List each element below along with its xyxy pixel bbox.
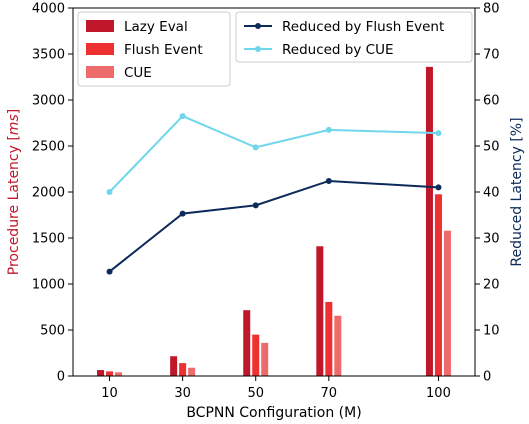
left-tick-label-500: 500: [40, 324, 65, 339]
point-reduced-by-flush-event-10: [106, 268, 113, 275]
legend-lines: Reduced by Flush Event Reduced by CUE: [235, 11, 473, 63]
x-axis-title: BCPNN Configuration (M): [186, 405, 361, 421]
x-tick-label-70: 70: [321, 386, 338, 401]
bar-flush-event-50: [252, 334, 260, 376]
right-tick-label-0: 0: [483, 370, 491, 385]
legend-swatch-flush-event: [86, 43, 114, 55]
left-y-axis-title-unit: ms: [6, 114, 22, 135]
legend-bars: Lazy Eval Flush Event CUE: [77, 11, 231, 87]
point-reduced-by-cue-70: [325, 126, 332, 133]
x-tick-label-30: 30: [174, 386, 191, 401]
right-tick-label-80: 80: [483, 2, 500, 17]
right-tick-label-10: 10: [483, 324, 500, 339]
point-reduced-by-cue-30: [179, 113, 186, 120]
left-y-axis-title-prefix: Procedure Latency [: [6, 135, 22, 275]
x-tick-label-50: 50: [247, 386, 264, 401]
bar-flush-event-10: [106, 371, 114, 376]
bar-cue-100: [443, 230, 451, 376]
left-y-axis-title-suffix: ]: [6, 109, 22, 114]
left-tick-label-2500: 2500: [32, 140, 65, 155]
right-tick-label-70: 70: [483, 48, 500, 63]
line-reduced-by-cue: [108, 114, 439, 193]
left-tick-label-1000: 1000: [32, 278, 65, 293]
legend-swatch-cue: [86, 66, 114, 78]
legend-lines-frame: [235, 11, 473, 63]
legend-label-reduced-by-cue: Reduced by CUE: [282, 42, 393, 58]
bar-flush-event-100: [434, 194, 442, 376]
point-reduced-by-flush-event-70: [325, 177, 332, 184]
right-tick-label-50: 50: [483, 140, 500, 155]
left-tick-label-0: 0: [57, 370, 65, 385]
point-reduced-by-cue-100: [435, 130, 442, 137]
left-y-axis-title: Procedure Latency [ms]: [6, 109, 22, 275]
legend-marker-reduced-by-cue: [255, 46, 261, 52]
bar-lazy-eval-70: [316, 246, 324, 376]
right-tick-label-60: 60: [483, 94, 500, 109]
legend-label-cue: CUE: [124, 65, 152, 81]
legend-marker-reduced-by-flush-event: [255, 23, 261, 29]
left-tick-label-2000: 2000: [32, 186, 65, 201]
right-tick-label-40: 40: [483, 186, 500, 201]
point-reduced-by-cue-50: [252, 144, 259, 151]
legend-bars-frame: [77, 11, 231, 87]
point-reduced-by-cue-10: [106, 189, 113, 195]
lines-layer: [106, 113, 442, 275]
bar-cue-30: [188, 367, 196, 376]
bar-cue-10: [115, 372, 123, 376]
x-tick-label-10: 10: [101, 386, 118, 401]
x-axis: 10 30 50 70 100: [101, 376, 451, 401]
bar-lazy-eval-30: [170, 356, 178, 376]
right-tick-label-20: 20: [483, 278, 500, 293]
left-tick-label-3000: 3000: [32, 94, 65, 109]
bar-cue-70: [334, 315, 342, 376]
line-reduced-by-flush-event: [108, 179, 439, 273]
bar-flush-event-30: [179, 363, 187, 376]
right-y-axis: 0 10 20 30 40 50 60 70 80: [475, 2, 500, 385]
left-tick-label-4000: 4000: [32, 2, 65, 17]
legend-label-flush-event: Flush Event: [124, 42, 203, 58]
left-tick-label-1500: 1500: [32, 232, 65, 247]
bars-layer: [97, 66, 451, 376]
bar-lazy-eval-100: [425, 66, 433, 376]
left-tick-label-3500: 3500: [32, 48, 65, 63]
legend-label-reduced-by-flush-event: Reduced by Flush Event: [282, 19, 444, 35]
x-tick-label-100: 100: [426, 386, 451, 401]
bar-lazy-eval-50: [243, 310, 251, 376]
point-reduced-by-flush-event-100: [435, 184, 442, 191]
legend-label-lazy-eval: Lazy Eval: [124, 19, 188, 35]
bar-lazy-eval-10: [97, 370, 105, 376]
legend-swatch-lazy-eval: [86, 20, 114, 32]
point-reduced-by-flush-event-30: [179, 210, 186, 217]
right-tick-label-30: 30: [483, 232, 500, 247]
bar-flush-event-70: [325, 301, 333, 376]
bar-cue-50: [261, 342, 269, 376]
left-y-axis: 0 500 1000 1500 2000 2500 3000 3500 4000: [32, 2, 73, 385]
point-reduced-by-flush-event-50: [252, 202, 259, 209]
right-y-axis-title: Reduced Latency [%]: [509, 117, 525, 266]
